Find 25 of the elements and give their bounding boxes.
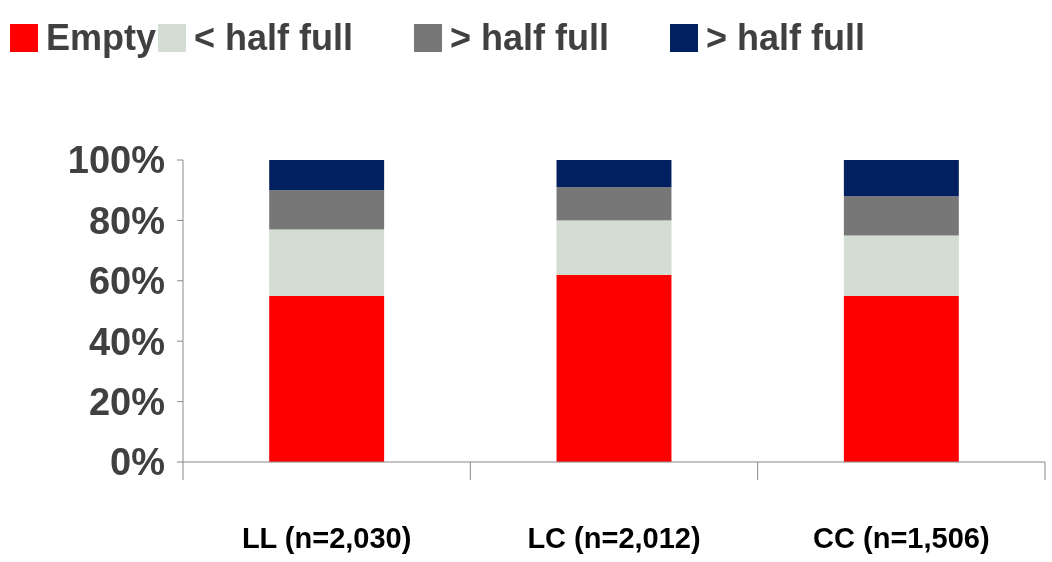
bar	[843, 235, 959, 296]
bar	[556, 220, 672, 275]
legend-label: < half full	[194, 17, 354, 58]
bar	[556, 274, 672, 462]
bar	[556, 187, 672, 221]
y-tick-label: 100%	[67, 139, 165, 182]
x-tick-label: LL (n=2,030)	[241, 522, 412, 554]
bar	[843, 160, 959, 197]
y-tick-label: 60%	[88, 260, 165, 303]
y-tick-label: 0%	[110, 441, 165, 484]
bar	[269, 160, 385, 191]
y-tick-label: 40%	[88, 320, 165, 363]
y-tick-label: 80%	[88, 199, 165, 242]
y-tick-label: 20%	[88, 380, 165, 423]
bar	[843, 196, 959, 236]
legend-label: Empty	[46, 17, 157, 58]
bar	[843, 295, 959, 462]
bar	[269, 190, 385, 230]
bar	[556, 160, 672, 188]
legend-label: > half full	[450, 17, 610, 58]
x-tick-label: CC (n=1,506)	[813, 522, 990, 554]
x-tick-label: LC (n=2,012)	[527, 522, 701, 554]
bar	[269, 229, 385, 296]
legend-label: > half full	[706, 17, 866, 58]
bar	[269, 295, 385, 462]
